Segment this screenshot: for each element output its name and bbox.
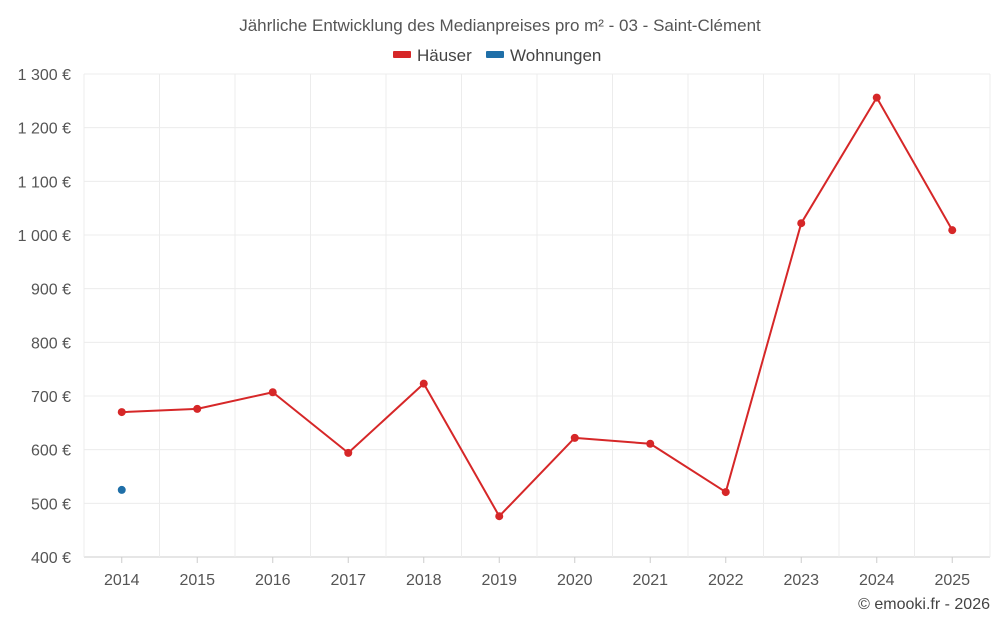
- y-tick-label: 500 €: [31, 496, 71, 513]
- data-point-haeuser[interactable]: [495, 512, 504, 521]
- x-tick-label: 2014: [104, 572, 140, 589]
- x-tick-label: 2025: [934, 572, 970, 589]
- x-tick-label: 2023: [783, 572, 819, 589]
- series-layer: [117, 93, 957, 521]
- data-point-haeuser[interactable]: [419, 379, 428, 388]
- y-tick-label: 600 €: [31, 443, 71, 460]
- data-point-haeuser[interactable]: [721, 488, 730, 497]
- x-tick-label: 2024: [859, 572, 895, 589]
- data-point-haeuser[interactable]: [193, 404, 202, 413]
- x-tick-label: 2022: [708, 572, 744, 589]
- data-point-haeuser[interactable]: [344, 448, 353, 457]
- x-tick-label: 2020: [557, 572, 593, 589]
- data-point-haeuser[interactable]: [797, 219, 806, 228]
- credit-text: © emooki.fr - 2026: [858, 596, 990, 613]
- legend-label-haeuser[interactable]: Häuser: [417, 46, 472, 65]
- y-tick-label: 800 €: [31, 335, 71, 352]
- y-tick-label: 900 €: [31, 282, 71, 299]
- legend-swatch-haeuser: [393, 51, 411, 58]
- x-tick-label: 2016: [255, 572, 291, 589]
- x-tick-label: 2015: [179, 572, 215, 589]
- data-point-haeuser[interactable]: [872, 93, 881, 102]
- x-axis: 2014 2015 2016 2017 2018 2019 2020 2021 2022 2023…: [104, 557, 970, 589]
- x-tick-label: 2019: [481, 572, 517, 589]
- y-tick-label: 1 200 €: [18, 121, 71, 138]
- x-tick-label: 2018: [406, 572, 442, 589]
- y-tick-label: 400 €: [31, 550, 71, 567]
- x-tick-label: 2021: [632, 572, 668, 589]
- data-point-wohnungen[interactable]: [117, 485, 126, 494]
- chart-title: Jährliche Entwicklung des Medianpreises …: [239, 16, 761, 35]
- legend-swatch-wohnungen: [486, 51, 504, 58]
- data-point-haeuser[interactable]: [948, 226, 957, 235]
- legend: Häuser Wohnungen: [393, 46, 601, 65]
- y-tick-label: 1 000 €: [18, 228, 71, 245]
- data-point-haeuser[interactable]: [646, 439, 655, 448]
- y-tick-label: 700 €: [31, 389, 71, 406]
- y-tick-label: 1 300 €: [18, 67, 71, 84]
- data-point-haeuser[interactable]: [117, 408, 126, 417]
- legend-label-wohnungen[interactable]: Wohnungen: [510, 46, 601, 65]
- gridlines: [83, 73, 991, 558]
- data-point-haeuser[interactable]: [268, 388, 277, 397]
- y-axis: 400 € 500 € 600 € 700 € 800 € 900 € 1 000 € 1 1…: [18, 67, 71, 567]
- y-tick-label: 1 100 €: [18, 174, 71, 191]
- x-tick-label: 2017: [330, 572, 366, 589]
- series-line-haeuser: [121, 96, 954, 518]
- data-point-haeuser[interactable]: [570, 433, 579, 442]
